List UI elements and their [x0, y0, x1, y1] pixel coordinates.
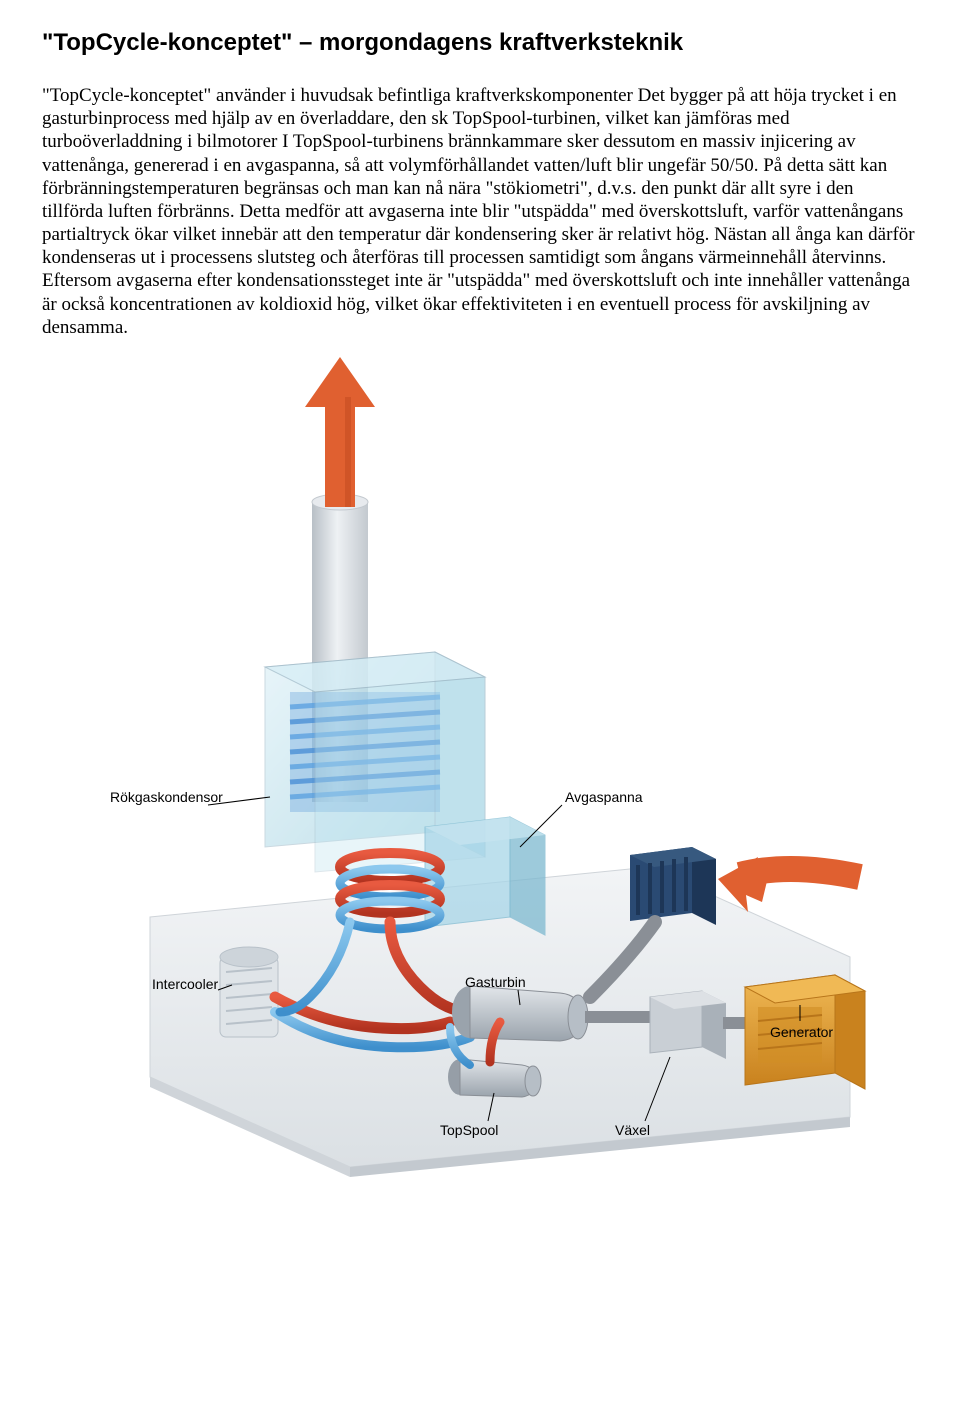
label-intercooler: Intercooler	[152, 976, 218, 992]
intake-arrow-icon	[718, 857, 860, 912]
label-generator: Generator	[770, 1024, 833, 1040]
label-avgaspanna: Avgaspanna	[565, 789, 643, 805]
page-title: "TopCycle-konceptet" – morgondagens kraf…	[42, 28, 918, 58]
diagram-container: Rökgaskondensor Avgaspanna Intercooler G…	[42, 357, 918, 1177]
intake-fan	[630, 847, 716, 925]
body-paragraph: "TopCycle-konceptet" använder i huvudsak…	[42, 84, 918, 339]
process-diagram: Rökgaskondensor Avgaspanna Intercooler G…	[90, 357, 870, 1177]
page: "TopCycle-konceptet" – morgondagens kraf…	[0, 0, 960, 1217]
label-rokgaskondensor: Rökgaskondensor	[110, 789, 223, 805]
intercooler	[220, 947, 278, 1037]
label-topspool: TopSpool	[440, 1122, 498, 1138]
label-gasturbin: Gasturbin	[465, 974, 526, 990]
exhaust-arrow-icon	[305, 357, 375, 507]
label-vaxel: Växel	[615, 1122, 650, 1138]
